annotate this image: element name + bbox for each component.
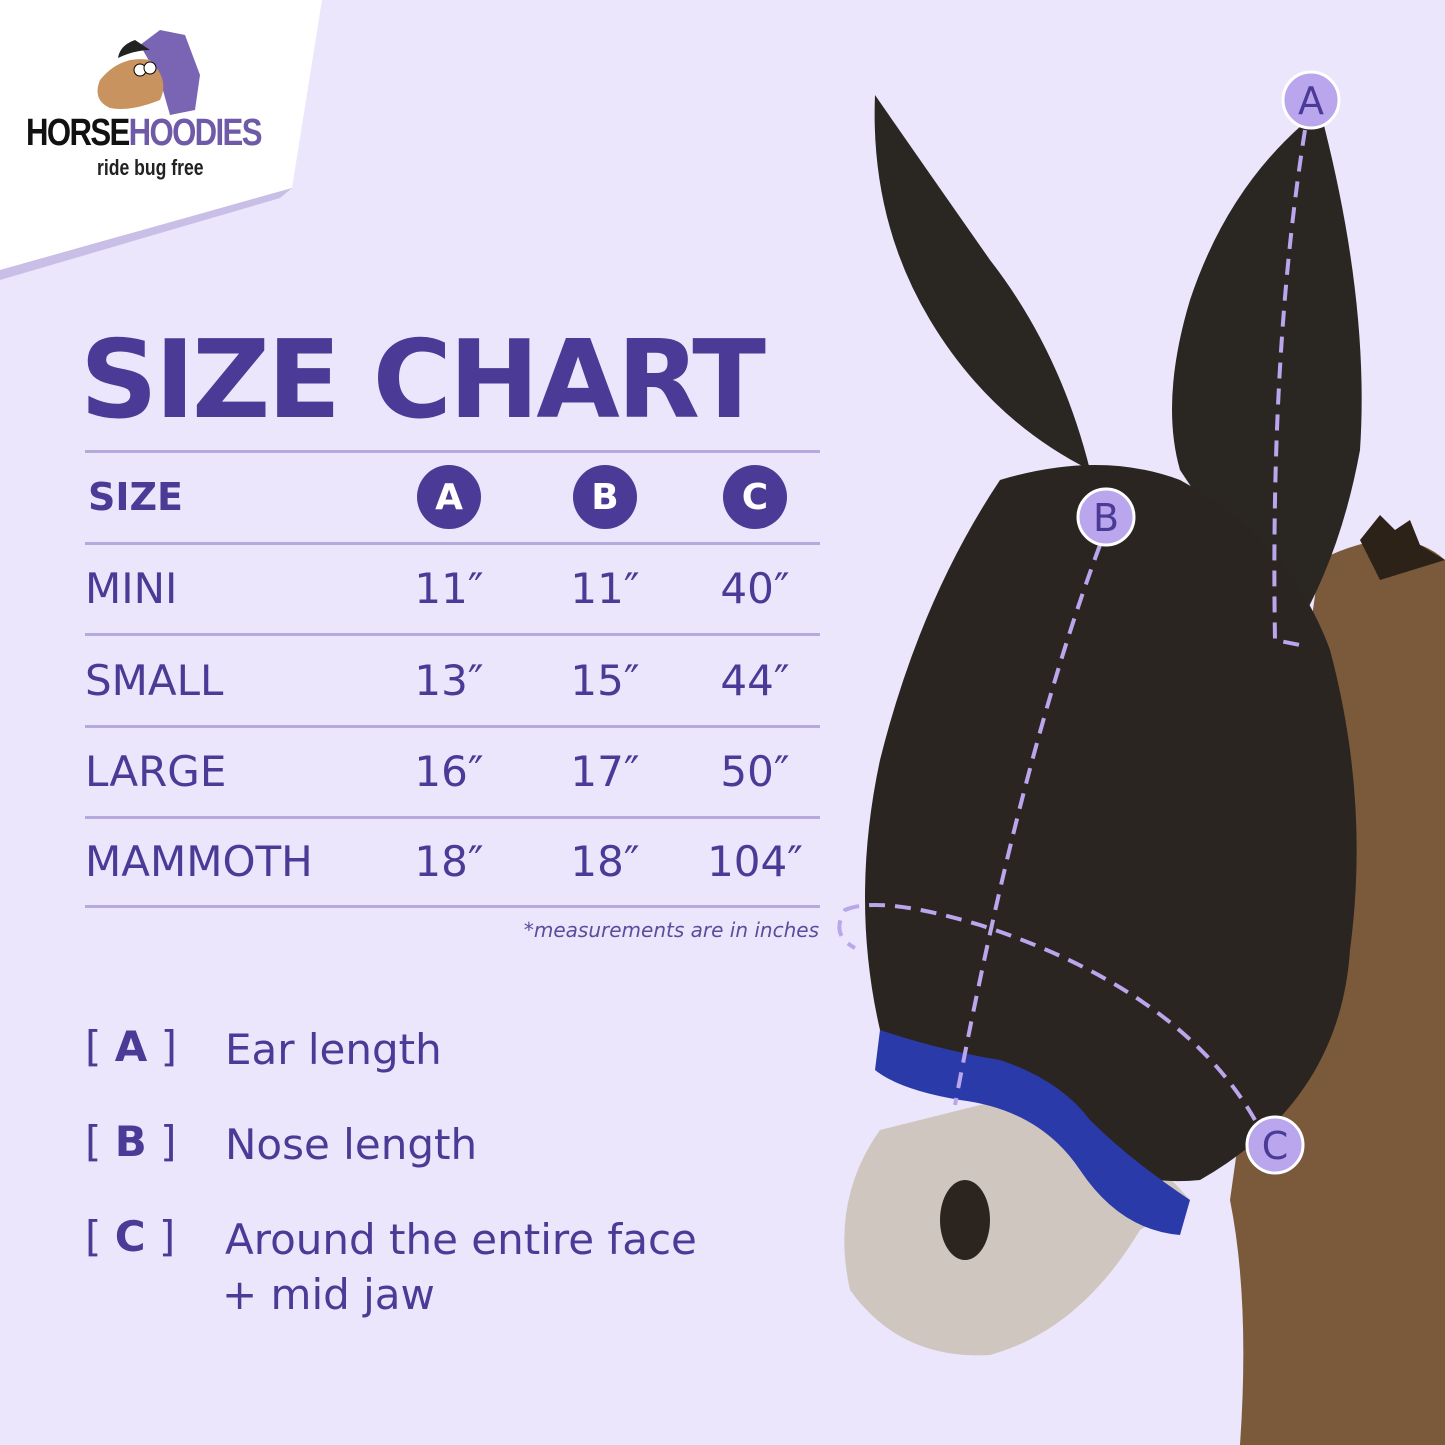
- measure-line-c: [837, 903, 1257, 1122]
- logo-tagline: ride bug free: [97, 155, 204, 180]
- table-header-row: SIZE A B C: [85, 450, 820, 542]
- measure-line-b: [953, 544, 1102, 1106]
- logo-wordmark: HORSEHOODIES: [26, 112, 263, 155]
- size-name: MINI: [85, 564, 178, 614]
- page-title: SIZE CHART: [80, 318, 766, 443]
- legend-key: [ B ]: [85, 1117, 177, 1166]
- measurement-note: *measurements are in inches: [523, 918, 819, 942]
- horse-nostril: [940, 1180, 990, 1260]
- legend-key-letter: C: [114, 1212, 146, 1261]
- marker-b: B: [1076, 487, 1136, 547]
- legend-key: [ C ]: [85, 1212, 176, 1261]
- size-name: SMALL: [85, 655, 224, 705]
- mask-blue-trim: [875, 1030, 1190, 1235]
- header-b: B: [525, 465, 685, 530]
- value-b: 15″: [570, 655, 640, 705]
- horse-mane: [1360, 515, 1445, 580]
- value-a: 16″: [414, 747, 484, 797]
- measure-line-a: [1272, 129, 1307, 647]
- value-b: 17″: [570, 747, 640, 797]
- value-b: 11″: [570, 564, 640, 614]
- value-a: 18″: [414, 837, 484, 887]
- marker-b-label: B: [1093, 496, 1119, 540]
- table-row: MINI 11″ 11″ 40″: [85, 541, 820, 634]
- legend-key: [ A ]: [85, 1022, 178, 1071]
- legend-label: Nose length: [225, 1120, 478, 1169]
- table-row: SMALL 13″ 15″ 44″: [85, 633, 820, 725]
- legend-label: Ear length: [225, 1025, 442, 1074]
- badge-c: C: [723, 465, 787, 530]
- header-c: C: [675, 465, 835, 530]
- marker-c: C: [1245, 1115, 1305, 1175]
- size-name: LARGE: [85, 747, 227, 797]
- logo-word-1: HORSE: [26, 112, 130, 154]
- legend-label: Around the entire face: [225, 1215, 697, 1264]
- header-a: A: [369, 465, 529, 530]
- table-row: MAMMOTH 18″ 18″ 104″: [85, 816, 820, 908]
- marker-a-label: A: [1298, 79, 1324, 123]
- value-c: 104″: [707, 837, 803, 887]
- horse-mascot-icon: [97, 30, 200, 115]
- size-name: MAMMOTH: [85, 837, 313, 887]
- logo-card: [0, 0, 322, 280]
- legend-key-letter: A: [114, 1022, 148, 1071]
- header-size: SIZE: [88, 475, 184, 520]
- value-a: 11″: [414, 564, 484, 614]
- table-row: LARGE 16″ 17″ 50″: [85, 724, 820, 817]
- legend-key-letter: B: [114, 1117, 147, 1166]
- measurement-lines: [837, 129, 1307, 1122]
- badge-b: B: [573, 465, 637, 530]
- fly-mask: [865, 465, 1357, 1182]
- value-a: 13″: [414, 655, 484, 705]
- left-ear: [874, 95, 1090, 470]
- badge-a: A: [417, 465, 481, 530]
- value-c: 40″: [720, 564, 790, 614]
- size-table: SIZE A B C MINI 11″ 11″ 40″ SMALL 13″ 15…: [85, 450, 820, 908]
- value-c: 50″: [720, 747, 790, 797]
- legend-label-line2: + mid jaw: [222, 1270, 435, 1319]
- value-c: 44″: [720, 655, 790, 705]
- marker-c-label: C: [1262, 1124, 1289, 1168]
- value-b: 18″: [570, 837, 640, 887]
- marker-a: A: [1281, 70, 1341, 130]
- logo-word-2: HOODIES: [128, 112, 263, 154]
